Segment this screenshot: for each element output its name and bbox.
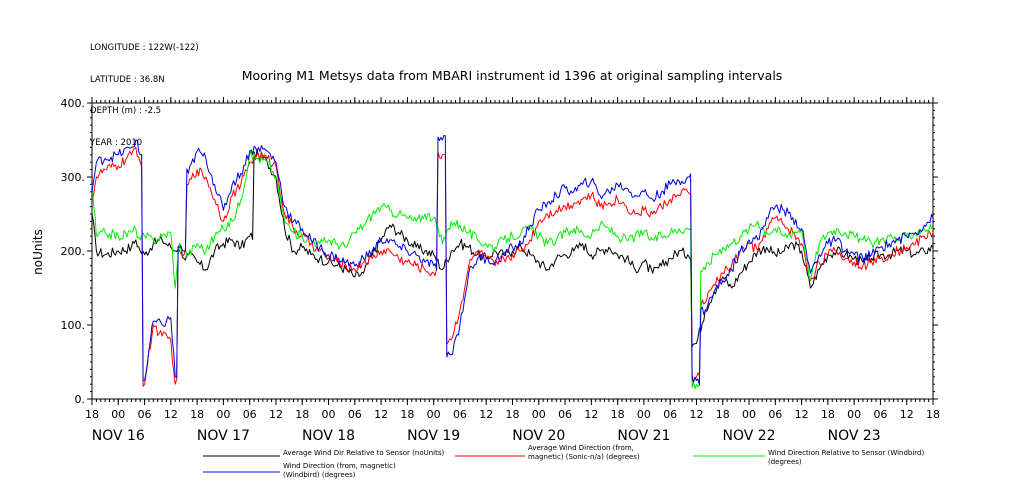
axes-group: 0. 100. 200. 300. 400. 18 00 06 12 18 00 06 12 18 00 06…: [61, 97, 940, 444]
legend-label-line: magnetic) (Sonic-n/a) (degrees): [528, 453, 640, 461]
x-tick-label: 06: [243, 408, 257, 421]
legend-label-line: (Windbird) (degrees): [283, 471, 356, 479]
x-tick-label: 12: [689, 408, 703, 421]
series-line: [91, 149, 934, 347]
x-day-label: NOV 18: [302, 428, 355, 444]
y-tick-label: 400.: [61, 97, 86, 110]
x-tick-label: 06: [348, 408, 362, 421]
meta-longitude: LONGITUDE : 122W(-122): [90, 43, 199, 53]
x-tick-label: 06: [663, 408, 677, 421]
x-tick-label: 18: [821, 408, 835, 421]
x-tick-label: 00: [637, 408, 651, 421]
x-tick-label: 12: [269, 408, 283, 421]
x-tick-label: 18: [926, 408, 940, 421]
x-day-label: NOV 17: [197, 428, 250, 444]
x-tick-label: 12: [900, 408, 914, 421]
x-tick-label: 18: [506, 408, 520, 421]
x-tick-label: 18: [400, 408, 414, 421]
x-tick-label: 00: [427, 408, 441, 421]
x-tick-label: 06: [558, 408, 572, 421]
metadata-block: LONGITUDE : 122W(-122) LATITUDE : 36.8N …: [90, 22, 199, 169]
x-day-label: NOV 19: [407, 428, 460, 444]
x-tick-label: 12: [795, 408, 809, 421]
legend: Average Wind Dir Relative to Sensor (noU…: [203, 444, 925, 479]
series-line: [91, 135, 934, 386]
meta-latitude: LATITUDE : 36.8N: [90, 74, 165, 85]
x-tick-label: 00: [322, 408, 336, 421]
legend-label-line: (degrees): [768, 458, 802, 466]
x-tick-label: 12: [479, 408, 493, 421]
meta-year: YEAR : 2010: [90, 137, 143, 148]
legend-label: Wind Direction (from, magnetic) (Windbird…: [283, 462, 396, 479]
meta-depth: DEPTH (m) : -2.5: [90, 106, 162, 116]
chart-title: Mooring M1 Metsys data from MBARI instru…: [242, 68, 783, 83]
y-axis-label: noUnits: [31, 229, 45, 275]
y-tick-label: 200.: [61, 245, 86, 258]
x-day-label: NOV 20: [512, 428, 565, 444]
legend-label: Wind Direction Relative to Sensor (Windb…: [768, 449, 925, 466]
legend-label-line: Wind Direction (from, magnetic): [283, 462, 396, 470]
x-tick-label: 12: [584, 408, 598, 421]
x-tick-label: 18: [85, 408, 99, 421]
x-day-label: NOV 22: [722, 428, 775, 444]
series-line: [91, 146, 934, 387]
x-tick-label: 18: [611, 408, 625, 421]
x-tick-label: 12: [164, 408, 178, 421]
x-tick-label: 18: [190, 408, 204, 421]
x-tick-label: 00: [742, 408, 756, 421]
y-tick-label: 100.: [61, 319, 86, 332]
x-tick-label: 18: [716, 408, 730, 421]
y-tick-label: 300.: [61, 171, 86, 184]
legend-label-line: Wind Direction Relative to Sensor (Windb…: [768, 449, 925, 457]
legend-label: Average Wind Direction (from, magnetic) (…: [528, 444, 640, 461]
x-tick-label: 18: [295, 408, 309, 421]
x-tick-label: 00: [847, 408, 861, 421]
x-day-label: NOV 21: [617, 428, 670, 444]
x-day-label: NOV 16: [92, 428, 145, 444]
x-day-label: NOV 23: [828, 428, 881, 444]
x-tick-label: 06: [453, 408, 467, 421]
x-tick-label: 12: [374, 408, 388, 421]
x-tick-label: 06: [873, 408, 887, 421]
x-tick-label: 00: [216, 408, 230, 421]
x-tick-label: 00: [532, 408, 546, 421]
legend-label-line: Average Wind Dir Relative to Sensor (noU…: [283, 449, 444, 457]
series-layer: [91, 135, 934, 390]
x-tick-label: 00: [111, 408, 125, 421]
legend-label: Average Wind Dir Relative to Sensor (noU…: [283, 449, 444, 457]
y-tick-label: 0.: [75, 393, 86, 406]
series-line: [91, 150, 934, 390]
legend-label-line: Average Wind Direction (from,: [528, 444, 634, 452]
x-tick-label: 06: [138, 408, 152, 421]
x-tick-label: 06: [768, 408, 782, 421]
